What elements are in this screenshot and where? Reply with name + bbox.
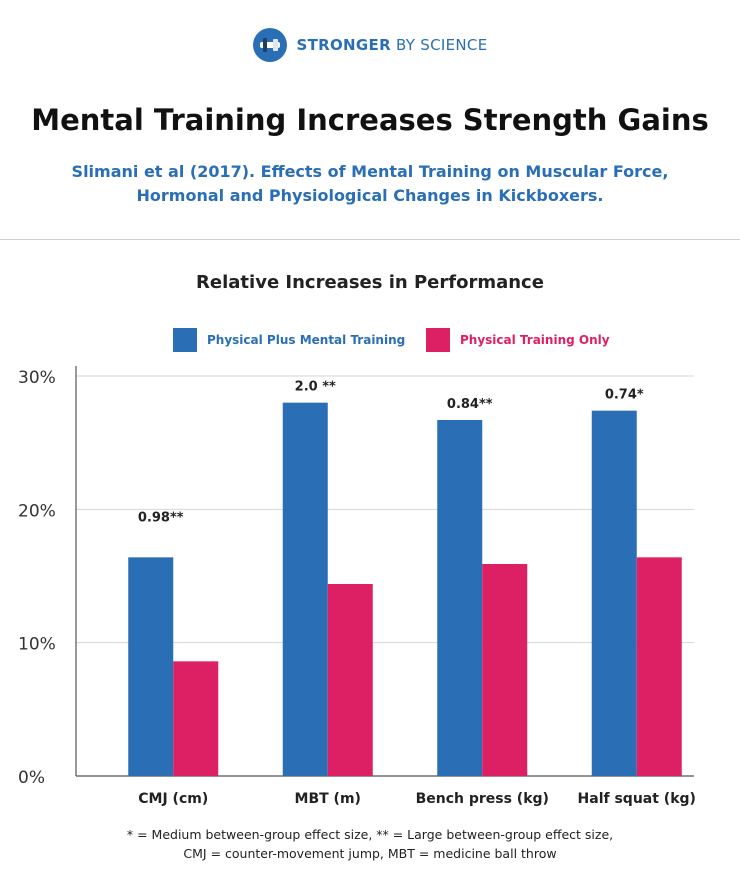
- y-tick-label: 10%: [18, 635, 56, 655]
- bar-mental: [128, 557, 174, 776]
- y-tick-label: 30%: [18, 368, 56, 388]
- bar-chart: 0% 10% 20% 30% 0.98** CMJ (cm) 2.0 ** MBT (m) 0.…: [18, 366, 696, 807]
- citation-line-1: Slimani et al (2017). Effects of Mental …: [71, 162, 669, 181]
- citation-line-2: Hormonal and Physiological Changes in Ki…: [136, 186, 604, 205]
- bar-mental: [282, 402, 328, 776]
- page-title: Mental Training Increases Strength Gains: [31, 103, 709, 137]
- x-tick-label: Bench press (kg): [416, 791, 549, 807]
- bar-physical: [482, 564, 528, 776]
- legend-item-mental: Physical Plus Mental Training: [173, 328, 405, 352]
- x-tick-label: CMJ (cm): [138, 791, 208, 807]
- brand-name: STRONGER BY SCIENCE: [296, 36, 488, 54]
- effect-size-label: 0.84**: [447, 397, 493, 412]
- bar-mental: [591, 410, 637, 776]
- bar-mental: [437, 420, 483, 776]
- legend-swatch-blue: [173, 328, 197, 352]
- effect-size-label: 0.98**: [138, 510, 184, 525]
- legend-item-physical: Physical Training Only: [426, 328, 610, 352]
- y-tick-label: 20%: [18, 501, 56, 521]
- bar-physical: [327, 584, 373, 776]
- x-tick-label: Half squat (kg): [578, 791, 696, 807]
- chart-title: Relative Increases in Performance: [196, 272, 544, 293]
- brand-logo-icon: [252, 28, 287, 62]
- divider: [0, 239, 740, 240]
- citation-subtitle: Slimani et al (2017). Effects of Mental …: [60, 160, 680, 208]
- legend-swatch-pink: [426, 328, 450, 352]
- bar-physical: [173, 661, 219, 776]
- bar-physical: [636, 557, 682, 776]
- legend-label-physical: Physical Training Only: [460, 333, 610, 347]
- y-tick-label: 0%: [18, 768, 45, 788]
- legend-label-mental: Physical Plus Mental Training: [207, 333, 406, 347]
- brand-header: STRONGER BY SCIENCE: [0, 28, 740, 62]
- x-tick-label: MBT (m): [295, 791, 361, 807]
- footnote: * = Medium between-group effect size, **…: [0, 825, 740, 863]
- footnote-line-1: * = Medium between-group effect size, **…: [126, 827, 614, 842]
- footnote-line-2: CMJ = counter-movement jump, MBT = medic…: [183, 846, 557, 861]
- effect-size-label: 2.0 **: [295, 380, 336, 395]
- effect-size-label: 0.74*: [605, 388, 644, 403]
